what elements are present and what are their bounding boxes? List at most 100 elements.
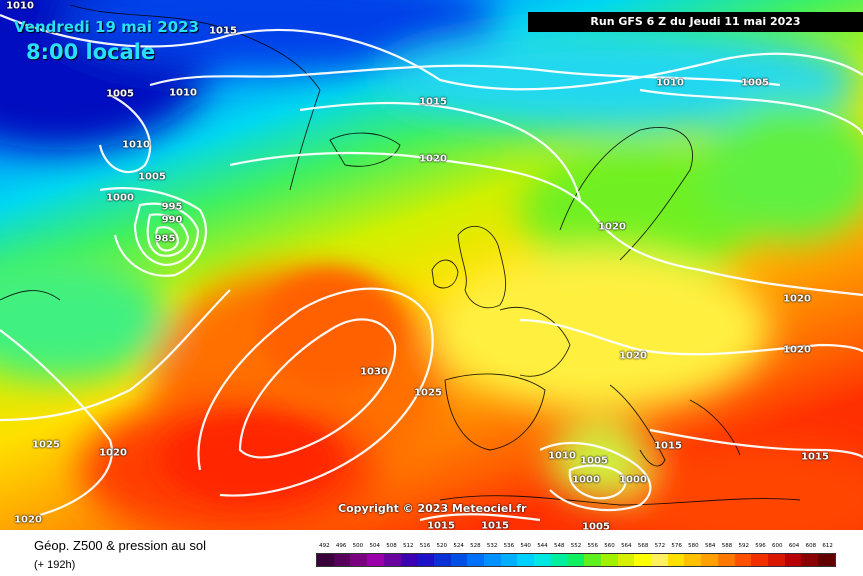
scandinavia-green-field xyxy=(520,140,760,280)
isobar-label: 1020 xyxy=(619,350,647,362)
isobar-label: 1020 xyxy=(783,293,811,305)
color-scale-swatch xyxy=(550,554,568,566)
isobar-1020-west xyxy=(0,329,113,517)
isobar-label: 1030 xyxy=(360,366,388,378)
isobar-label: 1000 xyxy=(106,192,134,204)
color-scale-tick: 572 xyxy=(654,543,666,549)
color-scale-swatch xyxy=(784,554,802,566)
geopotential-pressure-map xyxy=(0,0,863,530)
low-isobar-990 xyxy=(146,213,190,257)
isobar-label: 1010 xyxy=(6,0,34,12)
isobar-1020-north xyxy=(229,151,863,297)
color-scale-swatch xyxy=(534,554,551,566)
color-scale-tick: 516 xyxy=(419,543,431,549)
isobar-1015-mid xyxy=(299,101,582,201)
isobar-label: 1010 xyxy=(169,87,197,99)
color-scale-swatch xyxy=(617,554,635,566)
color-scale-tick: 520 xyxy=(436,543,448,549)
color-scale-tick: 596 xyxy=(755,543,766,549)
color-scale-swatch xyxy=(801,554,819,566)
france-coast xyxy=(499,306,571,377)
isobar-label: 1000 xyxy=(572,474,600,486)
canada-coast xyxy=(0,290,61,301)
color-scale-tick: 524 xyxy=(453,543,464,549)
model-run-banner: Run GFS 6 Z du Jeudi 11 mai 2023 xyxy=(528,12,863,32)
color-scale-tick: 608 xyxy=(805,543,817,549)
low-isobar-1000 xyxy=(99,187,208,277)
color-scale-tick: 504 xyxy=(369,543,380,549)
color-scale-swatch xyxy=(701,554,718,566)
color-scale-tick: 612 xyxy=(822,543,833,549)
isobar-label: 1015 xyxy=(654,440,682,452)
color-scale-swatch xyxy=(517,554,535,566)
isobar-1020-europe xyxy=(519,318,863,356)
isobar-label: 1000 xyxy=(619,474,647,486)
isobars xyxy=(0,13,863,522)
isobar-label: 1020 xyxy=(783,344,811,356)
color-scale-tick: 592 xyxy=(738,543,749,549)
isobar-label: 1015 xyxy=(419,96,447,108)
isobar-label: 1020 xyxy=(14,514,42,526)
scandinavia-coast xyxy=(559,126,693,261)
color-scale-tick: 560 xyxy=(604,543,615,549)
color-scale-tick: 600 xyxy=(772,543,783,549)
low-isobar-985 xyxy=(154,226,180,252)
copyright-notice: Copyright © 2023 Meteociel.fr xyxy=(338,502,527,515)
isobar-label: 1025 xyxy=(32,439,60,451)
forecast-range: (+ 192h) xyxy=(34,559,76,571)
isobar-label: 1005 xyxy=(138,171,166,183)
eastern-green-field xyxy=(700,100,863,240)
color-scale-swatch xyxy=(317,554,334,566)
model-run-label: Run GFS 6 Z du Jeudi 11 mai 2023 xyxy=(590,15,801,28)
iceland-coast xyxy=(329,132,401,167)
color-scale-swatch xyxy=(367,554,384,566)
isobar-label: 1005 xyxy=(580,455,608,467)
color-scale-swatch xyxy=(383,554,401,566)
color-scale-tick: 604 xyxy=(788,543,800,549)
isobar-1015-east xyxy=(649,428,863,459)
isobar-1030-ridge xyxy=(238,318,397,459)
color-scale-swatch xyxy=(433,554,451,566)
forecast-time: 8:00 locale xyxy=(26,40,156,64)
isobar-label: 1010 xyxy=(548,450,576,462)
color-scale-tick: 568 xyxy=(637,543,649,549)
isobar-label: 1015 xyxy=(801,451,829,463)
isobar-label: 1025 xyxy=(414,387,442,399)
color-scale-swatch xyxy=(584,554,601,566)
color-scale-tick: 576 xyxy=(671,543,682,549)
isobar-1005-italy xyxy=(568,464,627,500)
color-scale-tick: 548 xyxy=(553,543,565,549)
isobar-label: 1015 xyxy=(427,520,455,532)
color-scale-swatch xyxy=(350,554,368,566)
isobar-1005-east xyxy=(639,88,863,136)
land-masses xyxy=(0,4,801,506)
color-scale-swatch xyxy=(634,554,652,566)
isobar-label: 1020 xyxy=(598,221,626,233)
ireland-coast xyxy=(431,259,459,289)
isobar-1015-south xyxy=(419,513,541,522)
north-africa-coast xyxy=(439,495,801,506)
color-scale-swatch xyxy=(751,554,768,566)
isobar-label: 1005 xyxy=(106,88,134,100)
color-scale-tick: 552 xyxy=(570,543,582,549)
low-isobar-995 xyxy=(133,202,200,267)
color-scale-swatch xyxy=(484,554,501,566)
color-scale-tick: 500 xyxy=(352,543,364,549)
color-scale-swatch xyxy=(734,554,752,566)
color-scale-tick: 564 xyxy=(621,543,632,549)
mediterranean-red xyxy=(620,440,863,530)
isobar-label: 995 xyxy=(161,201,183,213)
isobar-label: 1020 xyxy=(99,447,127,459)
color-scale-swatch xyxy=(818,554,835,566)
color-scale-swatch xyxy=(417,554,434,566)
forecast-date: Vendredi 19 mai 2023 xyxy=(14,18,200,36)
color-scale-swatch xyxy=(400,554,418,566)
color-scale-tick: 580 xyxy=(688,543,699,549)
color-scale-swatch xyxy=(333,554,351,566)
color-scale-swatch xyxy=(684,554,702,566)
britain-coast xyxy=(457,225,507,309)
color-scale-tick: 536 xyxy=(503,543,515,549)
isobar-label: 1010 xyxy=(656,77,684,89)
color-scale-bar xyxy=(316,553,836,567)
